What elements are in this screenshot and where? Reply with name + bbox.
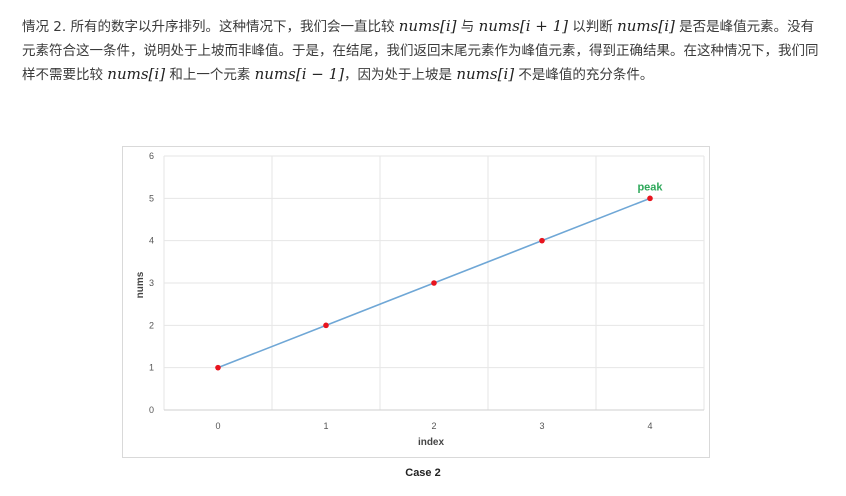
x-tick-label: 4 <box>647 421 652 431</box>
data-point <box>323 322 329 329</box>
figure-caption: Case 2 <box>405 467 441 479</box>
text-segment: 是否是峰值元素。没有元素符合这一条件，说明处于上坡而非峰值。于是，在结尾，我们返… <box>22 19 819 83</box>
text-segment: 不是峰值的充分条件。 <box>514 67 654 83</box>
math-nums-i: nums[i] <box>456 65 515 83</box>
math-nums-i: nums[i] <box>398 17 457 35</box>
y-tick-label: 5 <box>149 193 154 203</box>
y-axis-label: nums <box>135 271 146 298</box>
data-point <box>647 195 653 202</box>
math-nums-i: nums[i] <box>107 65 166 83</box>
y-tick-label: 3 <box>149 278 154 288</box>
y-tick-label: 6 <box>149 151 154 161</box>
text-segment: 与 <box>456 19 479 35</box>
x-axis-label: index <box>418 437 445 448</box>
data-point <box>539 237 545 244</box>
math-nums-i-plus-1: nums[i + 1] <box>478 17 569 35</box>
y-tick-label: 4 <box>149 236 154 246</box>
x-tick-label: 2 <box>431 421 436 431</box>
math-nums-i: nums[i] <box>617 17 675 35</box>
text-segment: ，因为处于上坡是 <box>344 67 457 83</box>
peak-annotation: peak <box>637 181 663 193</box>
y-tick-label: 2 <box>149 320 154 330</box>
y-tick-label: 0 <box>149 405 154 415</box>
data-point <box>215 364 221 371</box>
x-tick-label: 0 <box>215 421 220 431</box>
x-tick-label: 3 <box>539 421 544 431</box>
text-segment: 以判断 <box>568 19 618 35</box>
data-point <box>431 280 437 286</box>
math-nums-i-minus-1: nums[i − 1] <box>254 65 345 83</box>
x-tick-label: 1 <box>323 421 328 431</box>
text-segment: 和上一个元素 <box>165 67 255 83</box>
description-paragraph: 情况 2. 所有的数字以升序排列。这种情况下，我们会一直比较 nums[i] 与… <box>22 15 822 88</box>
text-segment: 情况 2. 所有的数字以升序排列。这种情况下，我们会一直比较 <box>22 19 399 35</box>
y-tick-label: 1 <box>149 363 154 373</box>
